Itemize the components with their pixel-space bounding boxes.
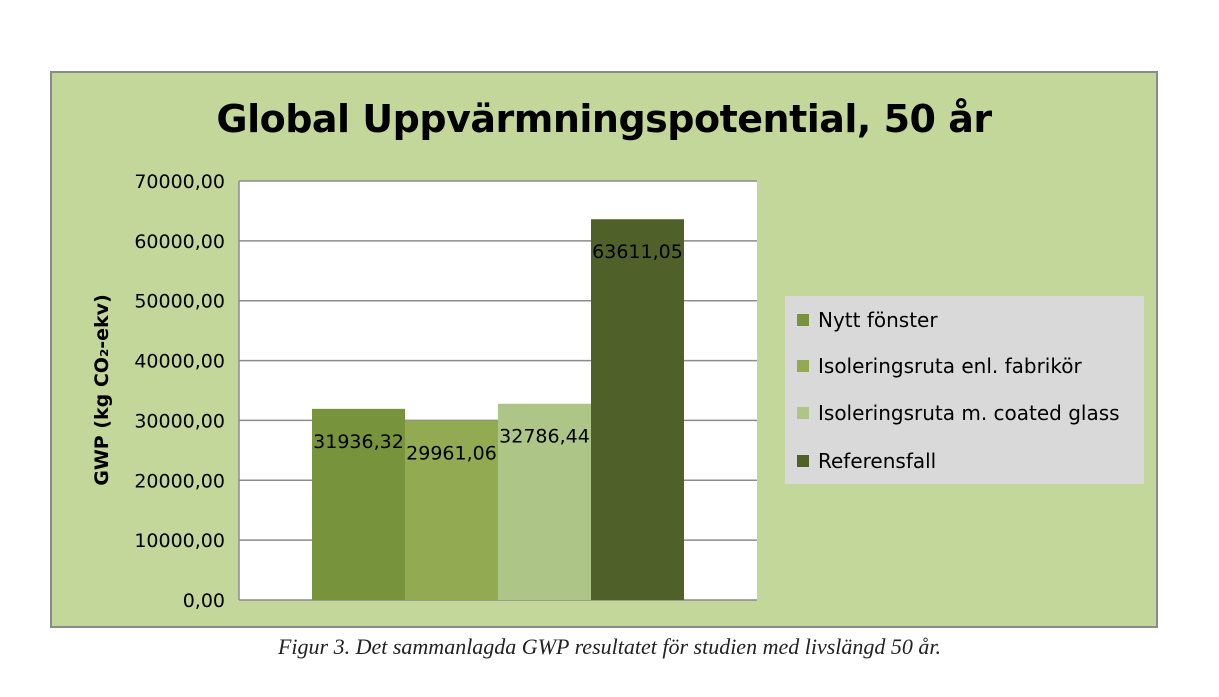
legend-swatch: [797, 455, 809, 467]
legend: Nytt fönster Isoleringsruta enl. fabrikör…: [785, 296, 1144, 484]
legend-swatch: [797, 360, 809, 372]
y-tick-label: 50000,00: [134, 291, 225, 313]
legend-item: Nytt fönster: [797, 308, 938, 332]
y-tick-label: 10000,00: [134, 530, 225, 552]
y-tick-label: 30000,00: [134, 410, 225, 432]
legend-item: Isoleringsruta enl. fabrikör: [797, 354, 1082, 378]
y-tick-label: 60000,00: [134, 231, 225, 253]
chart-title: Global Uppvärmningspotential, 50 år: [216, 97, 992, 141]
bars: [312, 219, 684, 600]
legend-label: Nytt fönster: [818, 308, 938, 332]
legend-label: Isoleringsruta enl. fabrikör: [818, 354, 1082, 378]
y-tick-label: 40000,00: [134, 351, 225, 373]
data-label: 32786,44: [499, 426, 590, 448]
y-axis-ticks: 0,00 10000,00 20000,00 30000,00 40000,00 5000…: [134, 171, 225, 612]
y-tick-label: 20000,00: [134, 470, 225, 492]
legend-label: Referensfall: [818, 449, 937, 473]
legend-item: Referensfall: [797, 449, 936, 473]
legend-label: Isoleringsruta m. coated glass: [818, 401, 1120, 425]
figure-caption: Figur 3. Det sammanlagda GWP resultatet …: [277, 634, 942, 659]
legend-swatch: [797, 314, 809, 326]
data-label: 29961,06: [406, 443, 497, 465]
data-label: 63611,05: [592, 241, 683, 263]
bar: [405, 420, 498, 600]
y-tick-label: 0,00: [183, 590, 225, 612]
bar: [591, 219, 684, 600]
bar: [498, 403, 591, 600]
y-tick-label: 70000,00: [134, 171, 225, 193]
bar: [312, 408, 405, 600]
legend-swatch: [797, 407, 809, 419]
data-label: 31936,32: [313, 431, 404, 453]
y-axis-title: GWP (kg CO₂-ekv): [91, 294, 113, 486]
legend-item: Isoleringsruta m. coated glass: [797, 401, 1120, 425]
